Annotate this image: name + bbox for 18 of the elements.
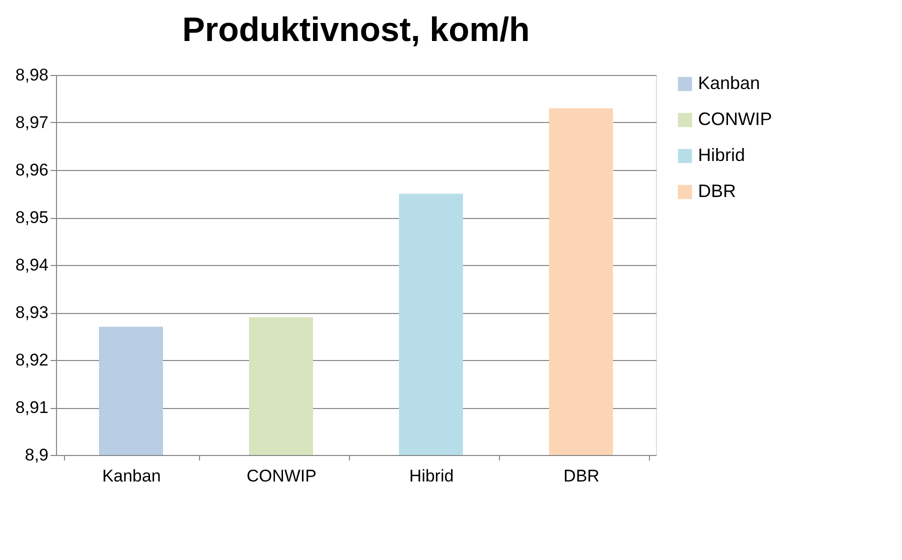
legend-label: DBR — [698, 181, 736, 201]
x-tick-label: Kanban — [102, 466, 161, 486]
y-tick-label: 8,91 — [15, 398, 48, 417]
legend-label: Kanban — [698, 73, 760, 93]
y-tick-label: 8,98 — [15, 66, 48, 84]
x-tick-label: DBR — [564, 466, 600, 486]
y-tick-label: 8,94 — [15, 256, 48, 274]
x-tick-label: CONWIP — [246, 466, 316, 486]
y-tick-label: 8,93 — [15, 303, 48, 322]
y-tick-label: 8,95 — [15, 208, 48, 227]
legend-label: CONWIP — [698, 109, 772, 129]
chart-title: Produktivnost, kom/h — [182, 11, 530, 49]
y-tick-label: 8,9 — [24, 446, 48, 464]
y-tick-label: 8,97 — [15, 113, 48, 132]
legend-label: Hibrid — [698, 145, 746, 165]
x-tick-label: Hibrid — [409, 466, 454, 486]
y-tick-label: 8,96 — [15, 160, 48, 180]
y-tick-label: 8,92 — [15, 350, 48, 370]
